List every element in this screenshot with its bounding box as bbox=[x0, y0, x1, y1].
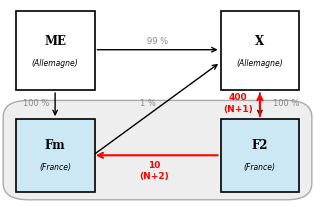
Text: (Allemagne): (Allemagne) bbox=[237, 58, 283, 67]
Text: 100 %: 100 % bbox=[273, 98, 300, 108]
Text: Fm: Fm bbox=[45, 139, 66, 152]
Text: 1 %: 1 % bbox=[140, 98, 156, 108]
Text: 10
(N+2): 10 (N+2) bbox=[140, 160, 169, 180]
FancyBboxPatch shape bbox=[16, 12, 94, 91]
FancyBboxPatch shape bbox=[16, 119, 94, 192]
Text: F2: F2 bbox=[252, 139, 268, 152]
Text: (France): (France) bbox=[39, 162, 71, 171]
FancyBboxPatch shape bbox=[220, 12, 299, 91]
Text: 99 %: 99 % bbox=[147, 37, 168, 46]
Text: 100 %: 100 % bbox=[23, 98, 49, 108]
Text: (Allemagne): (Allemagne) bbox=[32, 58, 78, 67]
FancyBboxPatch shape bbox=[220, 119, 299, 192]
FancyBboxPatch shape bbox=[3, 101, 312, 200]
Text: X: X bbox=[255, 35, 264, 48]
Text: 400
(N+1): 400 (N+1) bbox=[223, 93, 253, 113]
Text: ME: ME bbox=[44, 35, 66, 48]
Text: (France): (France) bbox=[244, 162, 276, 171]
